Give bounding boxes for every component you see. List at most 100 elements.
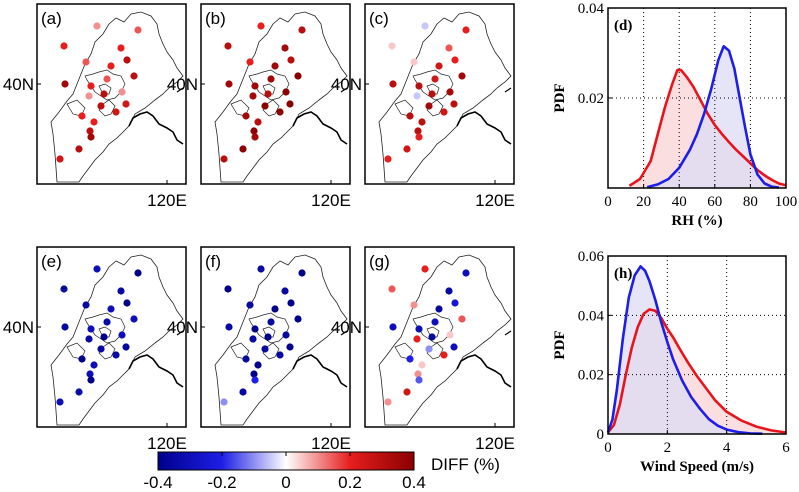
station-dot xyxy=(388,42,396,50)
station-dot xyxy=(431,318,439,326)
station-dot xyxy=(276,108,284,116)
station-dot xyxy=(103,318,111,326)
map-panel: (b) 40N 120E xyxy=(167,3,351,210)
x-tick-label: 0 xyxy=(604,194,612,210)
pdf-chart: 0 2 4 6 0 0.02 0.04 0.06 (h) Wind Speed (m/s) PDF xyxy=(552,249,790,475)
map-frame xyxy=(36,3,187,185)
series-line-blue xyxy=(646,44,780,189)
map-panel: (g) 40N 120E xyxy=(331,246,515,453)
series-line-blue xyxy=(606,265,763,435)
lon-label: 120E xyxy=(147,191,187,210)
coastline xyxy=(340,330,348,336)
station-dot xyxy=(82,58,90,66)
city-boundary xyxy=(66,99,86,117)
x-tick-label: 0 xyxy=(604,440,612,456)
colorbar-tick-label: -0.4 xyxy=(143,473,172,492)
map-frame xyxy=(200,246,351,428)
station-dot xyxy=(435,305,443,313)
station-dot xyxy=(462,26,470,34)
coastline xyxy=(292,354,348,388)
station-dot xyxy=(410,301,418,309)
lat-label: 40N xyxy=(3,75,34,94)
station-dot xyxy=(78,355,86,363)
station-dot xyxy=(440,108,448,116)
station-dot xyxy=(257,22,265,30)
station-dot xyxy=(93,22,101,30)
station-dot xyxy=(294,315,302,323)
station-dot xyxy=(388,285,396,293)
province-boundary xyxy=(378,11,512,183)
station-dot xyxy=(103,75,111,83)
station-dot xyxy=(61,323,69,331)
x-tick-label: 60 xyxy=(707,194,722,210)
y-tick-label: 0.04 xyxy=(578,308,605,324)
station-dot xyxy=(298,269,306,277)
station-dot xyxy=(445,44,453,52)
axes-frame xyxy=(607,255,787,435)
station-dot xyxy=(251,82,259,90)
map-frame xyxy=(200,3,351,185)
panel-label: (h) xyxy=(614,266,632,282)
colorbar-tick-label: 0.2 xyxy=(338,473,362,492)
coastline xyxy=(504,87,512,93)
station-dot xyxy=(446,88,454,96)
x-axis-label: RH (%) xyxy=(671,213,722,229)
station-dot xyxy=(421,22,429,30)
station-dot xyxy=(87,325,95,333)
panel-label: (b) xyxy=(205,9,226,28)
station-dot xyxy=(251,133,259,141)
station-dot xyxy=(287,56,295,64)
station-dot xyxy=(97,345,105,353)
station-dot xyxy=(440,351,448,359)
station-dot xyxy=(117,287,125,295)
series-line-red xyxy=(606,308,787,434)
province-boundary xyxy=(214,254,348,426)
y-axis-label: PDF xyxy=(552,83,568,112)
station-dot xyxy=(249,92,257,100)
coastline xyxy=(504,330,512,336)
lon-label: 120E xyxy=(147,434,187,453)
x-tick-label: 40 xyxy=(672,194,687,210)
station-dot xyxy=(462,269,470,277)
colorbar-tick-label: -0.2 xyxy=(207,473,236,492)
y-tick-label: 0.06 xyxy=(578,249,605,265)
y-tick-label: 0 xyxy=(597,427,605,443)
station-dot xyxy=(250,127,258,135)
station-dot xyxy=(118,88,126,96)
station-dot xyxy=(75,388,83,396)
station-dot xyxy=(107,305,115,313)
x-tick-label: 6 xyxy=(782,440,790,456)
station-dot xyxy=(403,145,411,153)
station-dot xyxy=(415,325,423,333)
station-dot xyxy=(56,155,64,163)
station-dot xyxy=(220,398,228,406)
station-dot xyxy=(458,72,466,80)
station-dot xyxy=(261,345,269,353)
station-dot xyxy=(61,80,69,88)
station-dot xyxy=(100,333,108,341)
station-dot xyxy=(225,323,233,331)
y-axis-label: PDF xyxy=(552,330,568,359)
station-dot xyxy=(418,361,426,369)
map-panel: (e) 40N 120E xyxy=(3,246,187,453)
station-dot xyxy=(86,370,94,378)
station-dot xyxy=(415,133,423,141)
station-dot xyxy=(445,287,453,295)
lat-label: 40N xyxy=(167,75,198,94)
map-panels: (a) 40N 120E (b) 40N 120E (c) 40N 120E (e) 40N 120E… xyxy=(3,3,515,453)
station-dot xyxy=(286,100,294,108)
station-dot xyxy=(123,56,131,64)
station-dot xyxy=(267,75,275,83)
x-axis-label: Wind Speed (m/s) xyxy=(640,459,754,475)
x-tick-label: 20 xyxy=(636,194,651,210)
lat-label: 40N xyxy=(331,318,362,337)
y-tick-label: 0.04 xyxy=(578,1,605,17)
lat-label: 40N xyxy=(331,75,362,94)
station-dot xyxy=(415,82,423,90)
station-dot xyxy=(251,325,259,333)
station-dot xyxy=(271,305,279,313)
station-dot xyxy=(287,299,295,307)
station-dot xyxy=(87,82,95,90)
station-dot xyxy=(242,355,250,363)
